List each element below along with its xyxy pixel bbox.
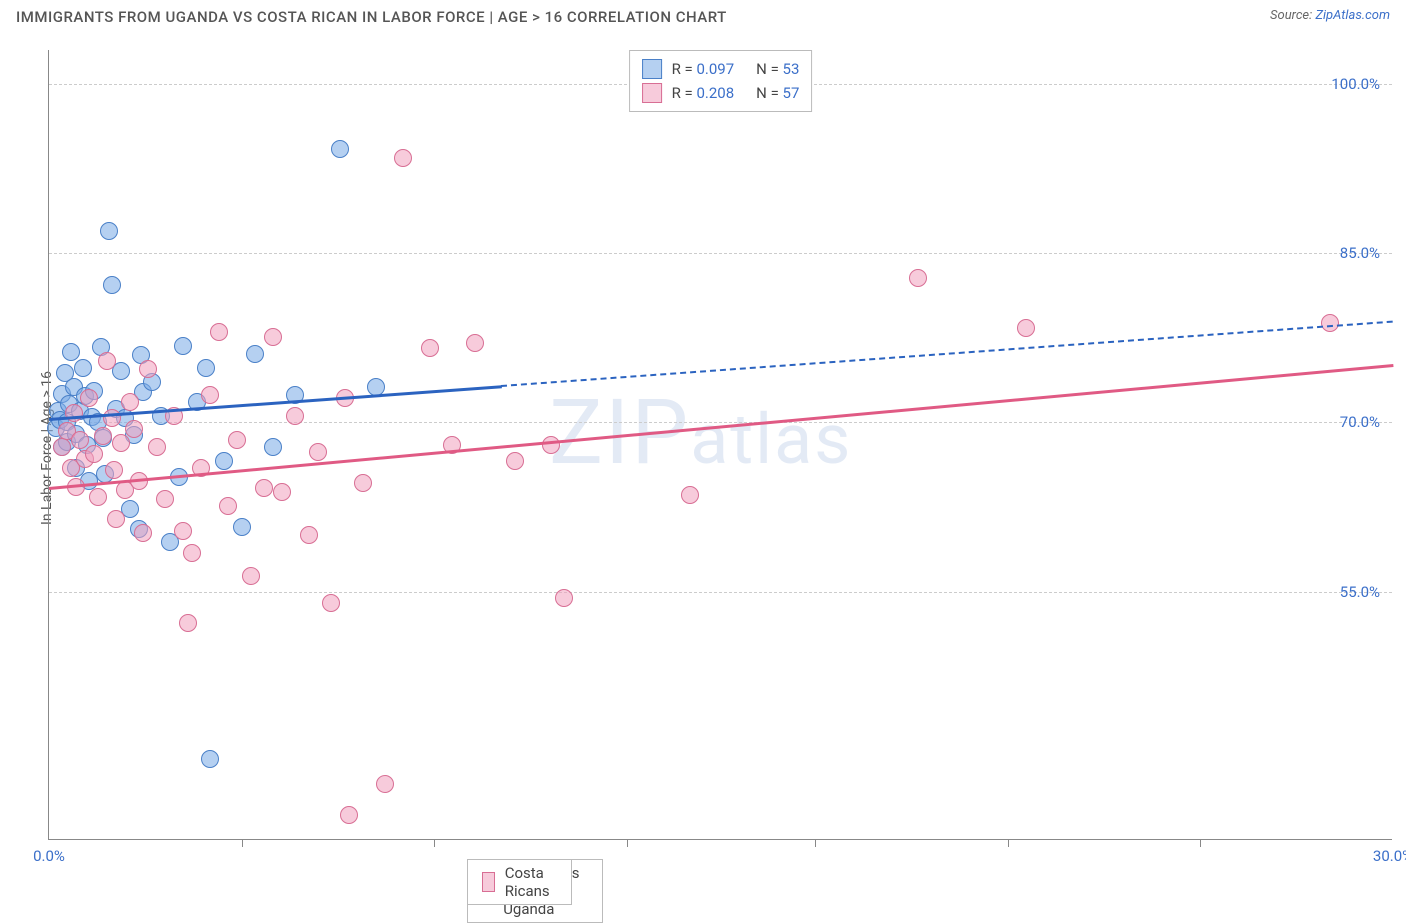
scatter-point-costarican	[681, 486, 699, 504]
scatter-point-costarican	[219, 497, 237, 515]
scatter-point-costarican	[354, 474, 372, 492]
scatter-point-costarican	[121, 393, 139, 411]
scatter-point-costarican	[112, 434, 130, 452]
y-tick-label: 100.0%	[1331, 75, 1380, 93]
legend-swatch	[642, 59, 662, 79]
scatter-point-uganda	[74, 359, 92, 377]
trend-line	[49, 364, 1393, 490]
x-tick	[434, 839, 435, 847]
legend-label: Costa Ricans	[505, 864, 557, 900]
legend-swatch	[642, 83, 662, 103]
gridline-h	[49, 253, 1392, 254]
scatter-point-costarican	[466, 334, 484, 352]
x-tick	[627, 839, 628, 847]
scatter-point-uganda	[233, 518, 251, 536]
scatter-point-uganda	[201, 750, 219, 768]
y-tick-label: 55.0%	[1340, 583, 1380, 601]
scatter-point-costarican	[134, 524, 152, 542]
scatter-point-costarican	[228, 431, 246, 449]
x-tick	[815, 839, 816, 847]
scatter-point-costarican	[542, 436, 560, 454]
scatter-point-uganda	[264, 438, 282, 456]
scatter-point-uganda	[246, 345, 264, 363]
scatter-point-uganda	[197, 359, 215, 377]
x-tick	[1008, 839, 1009, 847]
scatter-point-uganda	[62, 343, 80, 361]
scatter-point-costarican	[300, 526, 318, 544]
scatter-point-costarican	[421, 339, 439, 357]
scatter-point-costarican	[183, 544, 201, 562]
scatter-point-costarican	[148, 438, 166, 456]
scatter-point-costarican	[105, 461, 123, 479]
scatter-point-costarican	[909, 269, 927, 287]
scatter-point-costarican	[273, 483, 291, 501]
legend-stats-row: R = 0.208N = 57	[642, 81, 800, 105]
scatter-point-uganda	[103, 276, 121, 294]
scatter-point-costarican	[94, 427, 112, 445]
scatter-point-costarican	[80, 389, 98, 407]
scatter-point-costarican	[125, 420, 143, 438]
legend-stats-row: R = 0.097N = 53	[642, 57, 800, 81]
scatter-point-costarican	[210, 323, 228, 341]
y-tick-label: 70.0%	[1340, 413, 1380, 431]
scatter-point-uganda	[174, 337, 192, 355]
chart-title: IMMIGRANTS FROM UGANDA VS COSTA RICAN IN…	[16, 8, 727, 26]
scatter-point-costarican	[506, 452, 524, 470]
scatter-point-costarican	[242, 567, 260, 585]
scatter-point-costarican	[394, 149, 412, 167]
scatter-point-costarican	[376, 775, 394, 793]
scatter-point-costarican	[309, 443, 327, 461]
scatter-chart: ZIPatlas 55.0%70.0%85.0%100.0%0.0%30.0%R…	[48, 50, 1392, 840]
scatter-point-costarican	[322, 594, 340, 612]
scatter-point-costarican	[555, 589, 573, 607]
x-tick-label: 30.0%	[1373, 847, 1406, 865]
scatter-point-costarican	[264, 328, 282, 346]
scatter-point-costarican	[156, 490, 174, 508]
legend-series-item: Costa Ricans	[467, 859, 572, 905]
x-tick	[1200, 839, 1201, 847]
scatter-point-costarican	[255, 479, 273, 497]
x-tick-label: 0.0%	[33, 847, 65, 865]
scatter-point-costarican	[85, 445, 103, 463]
scatter-point-costarican	[174, 522, 192, 540]
scatter-point-costarican	[201, 386, 219, 404]
scatter-point-costarican	[179, 614, 197, 632]
watermark: ZIPatlas	[549, 380, 852, 485]
scatter-point-costarican	[107, 510, 125, 528]
scatter-point-uganda	[215, 452, 233, 470]
y-tick-label: 85.0%	[1340, 244, 1380, 262]
x-tick	[242, 839, 243, 847]
scatter-point-costarican	[1321, 314, 1339, 332]
header: IMMIGRANTS FROM UGANDA VS COSTA RICAN IN…	[0, 0, 1406, 38]
scatter-point-costarican	[139, 360, 157, 378]
scatter-point-uganda	[331, 140, 349, 158]
legend-stats: R = 0.097N = 53R = 0.208N = 57	[629, 50, 813, 112]
gridline-h	[49, 592, 1392, 593]
scatter-point-costarican	[89, 488, 107, 506]
scatter-point-costarican	[65, 404, 83, 422]
scatter-point-uganda	[100, 222, 118, 240]
source-link[interactable]: ZipAtlas.com	[1315, 8, 1390, 23]
scatter-point-costarican	[340, 806, 358, 824]
scatter-point-costarican	[286, 407, 304, 425]
source-label: Source: ZipAtlas.com	[1270, 8, 1390, 23]
scatter-point-costarican	[1017, 319, 1035, 337]
scatter-point-costarican	[53, 438, 71, 456]
scatter-point-costarican	[98, 352, 116, 370]
gridline-h	[49, 422, 1392, 423]
legend-swatch	[482, 872, 495, 892]
scatter-point-costarican	[103, 409, 121, 427]
